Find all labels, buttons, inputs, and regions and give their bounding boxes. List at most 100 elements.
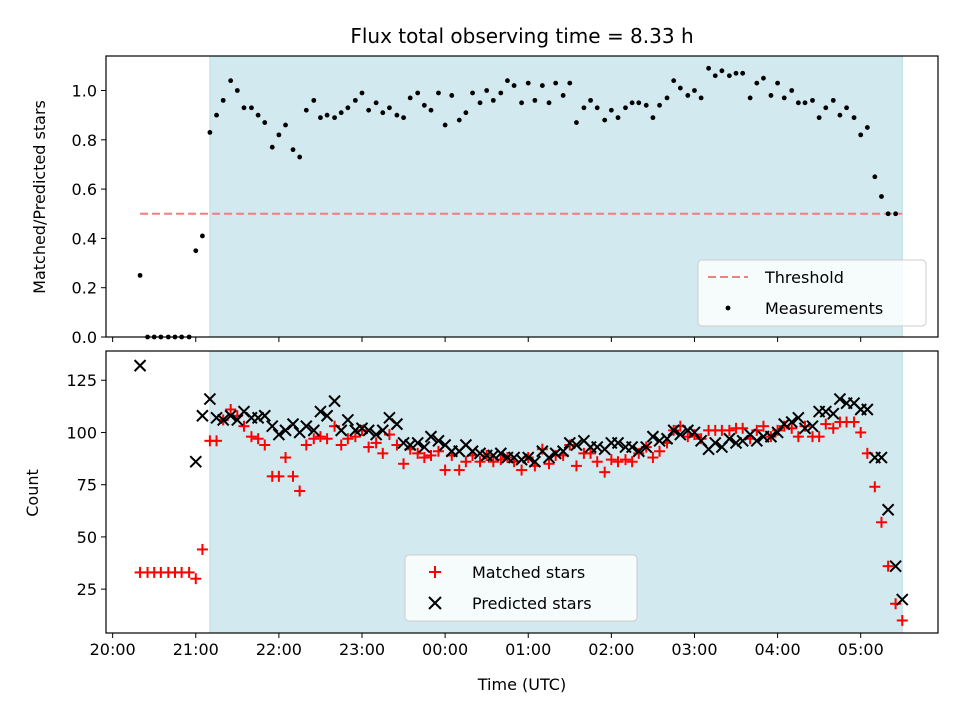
predicted-star-point [418,440,431,454]
measurement-point [477,100,483,106]
matched-star-point [757,420,769,432]
measurement-point [837,112,843,118]
matched-star-point [363,441,375,453]
measurement-point [407,95,413,101]
measurement-point [754,80,760,86]
predicted-star-point [833,392,847,406]
measurement-point [761,75,766,81]
measurement-point [436,90,441,96]
y-tick-label: 50 [77,528,97,547]
y-tick-label: 1.0 [72,82,97,101]
measurement-point [747,95,753,101]
predicted-star-point [632,445,645,458]
predicted-star-point [778,417,791,431]
measurement-point [297,154,303,160]
matched-star-point [356,424,368,436]
measurement-point [664,95,670,101]
measurement-point [789,88,795,93]
matched-star-point [723,424,735,436]
measurement-point [262,120,268,125]
predicted-star-point [653,434,666,448]
measurement-point [442,122,448,128]
matched-legend-swatch [429,566,441,578]
ratio-legend-box [697,259,927,327]
matched-star-point [827,422,839,434]
predicted-star-point [750,434,764,448]
matched-star-point [585,447,597,459]
measurement-point [519,100,524,106]
measurement-point [677,85,683,91]
predicted-star-point [660,432,674,445]
predicted-star-point [404,438,417,452]
predicted-star-point [611,436,625,450]
measurement-point [844,105,849,111]
predicted-star-point [376,424,389,437]
x-tick-label: 20:00 [90,640,136,659]
matched-star-point [432,445,444,457]
matched-star-point [211,435,223,447]
predicted-star-point [881,503,895,516]
measurement-point [470,90,475,96]
matched-star-point [536,443,548,455]
measurements-legend-swatch [725,305,731,311]
predicted-star-point [314,405,327,418]
measurement-point [830,97,836,103]
matched-star-point [813,431,825,443]
measurement-point [193,248,199,254]
predicted-star-point [341,413,355,427]
matched-star-point [882,560,894,572]
matched-star-point [190,573,202,585]
measurement-point [816,115,822,121]
predicted-star-point [258,409,271,422]
measurement-point [463,110,469,116]
matched-star-point [605,454,617,466]
matched-star-point [412,447,424,459]
y-tick-label: 100 [66,423,97,442]
predicted-star-point [570,438,583,452]
predicted-star-point [487,449,500,462]
measurement-point [768,93,774,98]
measurement-point [137,272,143,278]
predicted-star-point [764,430,778,443]
measurement-point [220,97,226,103]
measurement-point [484,88,490,93]
measurement-point [387,105,392,111]
measurement-point [359,90,365,96]
x-tick-label: 21:00 [173,640,219,659]
matched-star-point [737,422,749,434]
predicted-star-point [320,409,334,422]
predicted-star-point [688,426,701,439]
matched-star-point [287,470,299,482]
matched-star-point [342,433,354,445]
measurement-point [318,115,323,121]
predicted-star-point [709,436,722,450]
matched-star-point [252,433,264,445]
measurement-point [228,78,234,84]
predicted-star-point [646,430,660,443]
x-tick-label: 22:00 [256,640,302,659]
measurement-point [490,97,496,103]
count-legend-box [404,554,638,622]
predicted-star-point [896,593,909,606]
predicted-star-point [640,440,653,454]
measurement-point [574,120,579,125]
measurement-point [671,78,677,84]
matched-star-point [612,456,624,468]
measurement-point [795,100,801,106]
measurements-legend-label: Measurements [765,299,883,318]
matched-star-point [855,426,867,438]
count-panel: 20:00 21:00 22:00 23:00 00:00 01:00 02:00 03:00… [23,350,939,694]
x-tick-label: 23:00 [339,640,385,659]
predicted-star-point [723,432,736,445]
matched-star-point [183,566,195,578]
measurement-point [380,110,386,116]
measurement-point [428,107,434,113]
chart-title: Flux total observing time = 8.33 h [350,24,693,48]
x-tick-label: 01:00 [505,640,551,659]
x-tick-label: 00:00 [422,640,468,659]
predicted-star-point [369,428,383,441]
matched-star-point [647,452,659,464]
matched-star-point [245,431,257,443]
measurement-point [449,93,455,98]
measurement-point [810,97,815,103]
